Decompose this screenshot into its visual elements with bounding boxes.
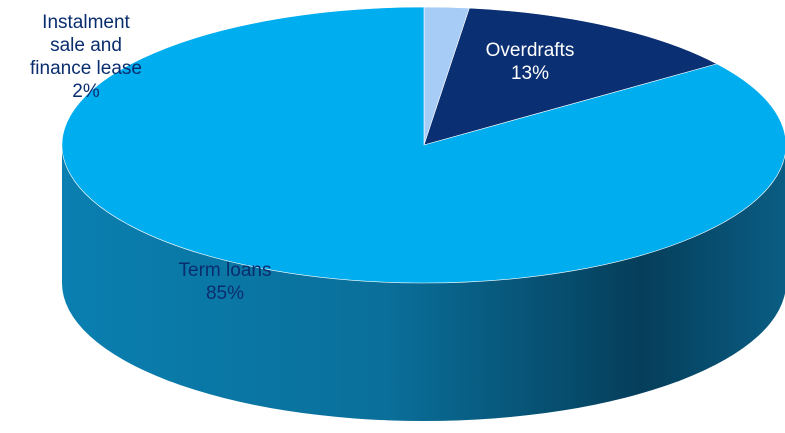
pie-label-line: 13% xyxy=(511,63,549,84)
pie-slice-overdrafts xyxy=(423,7,718,146)
pie-label-line: 85% xyxy=(206,283,244,304)
pie-label-overdrafts: Overdrafts 13% xyxy=(486,40,575,84)
pie-label-line: 2% xyxy=(72,81,100,102)
pie-label-line: sale and xyxy=(50,35,122,56)
pie-label-layer: Instalment sale and finance lease 2% Overdra… xyxy=(30,12,574,304)
pie-top-layer xyxy=(61,6,785,284)
pie-label-line: Instalment xyxy=(42,12,130,33)
pie-label-line: Overdrafts xyxy=(486,40,575,61)
pie-label-term-loans: Term loans 85% xyxy=(179,260,272,304)
pie-label-line: Term loans xyxy=(179,260,272,281)
pie-slice-term-loans xyxy=(61,6,785,284)
pie-label-instalment-sale-and-finance-lease: Instalment sale and finance lease 2% xyxy=(30,12,142,102)
pie-label-line: finance lease xyxy=(30,58,142,79)
